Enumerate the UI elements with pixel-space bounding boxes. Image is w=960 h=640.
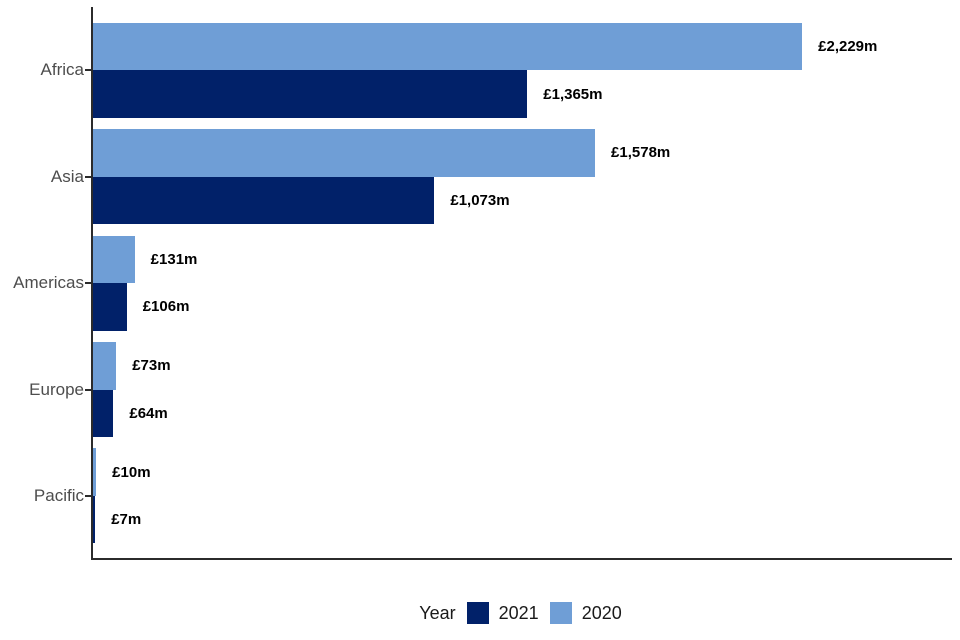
bar-2020-africa [93, 22, 803, 71]
y-axis: Africa Asia Americas Europe Pacific [0, 7, 91, 558]
axis-tick [85, 494, 91, 497]
bar-2021-pacific [93, 495, 96, 544]
axis-tick [85, 175, 91, 178]
legend: Year 2021 2020 [91, 602, 950, 624]
bar-2020-europe [93, 342, 117, 390]
bar-2021-europe [93, 389, 114, 437]
category-label-asia: Asia [50, 166, 84, 186]
legend-item-2020: 2020 [549, 602, 622, 624]
value-label-2020-africa: £2,229m [818, 38, 878, 56]
legend-swatch-2020 [549, 602, 572, 624]
bar-2021-americas [93, 283, 127, 331]
axis-tick [85, 282, 91, 285]
value-label-2021-europe: £64m [129, 404, 168, 422]
axis-tick [85, 69, 91, 72]
category-label-africa: Africa [40, 60, 84, 80]
legend-swatch-2021 [466, 602, 489, 624]
legend-item-2021: 2021 [466, 602, 539, 624]
bar-2020-asia [93, 129, 596, 177]
value-label-2021-pacific: £7m [111, 511, 142, 529]
legend-label-2020: 2020 [581, 602, 622, 623]
category-label-europe: Europe [29, 379, 84, 399]
value-label-2020-americas: £131m [150, 250, 198, 268]
category-label-pacific: Pacific [33, 485, 84, 505]
value-label-2020-asia: £1,578m [611, 144, 671, 162]
value-label-2021-asia: £1,073m [450, 191, 510, 209]
legend-label-2021: 2021 [498, 602, 539, 623]
value-label-2021-africa: £1,365m [543, 85, 603, 103]
plot-panel: £2,229m £1,365m £1,578m £1,073m £131m £106m £7… [85, 7, 952, 560]
bar-2020-americas [93, 235, 135, 284]
value-label-2021-americas: £106m [142, 298, 190, 316]
axis-tick [85, 388, 91, 391]
bar-2021-africa [93, 70, 528, 118]
bar-2021-asia [93, 176, 435, 225]
category-label-americas: Americas [13, 273, 84, 293]
value-label-2020-europe: £73m [132, 357, 171, 375]
bar-2020-pacific [93, 448, 97, 496]
value-label-2020-pacific: £10m [112, 463, 151, 481]
legend-title: Year [419, 602, 456, 623]
